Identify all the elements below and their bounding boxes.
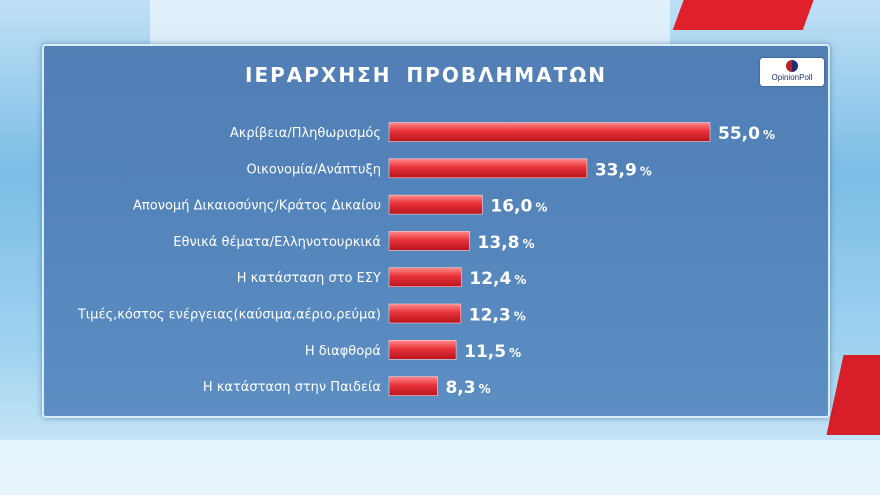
data-label-value: 13,8 (478, 233, 520, 253)
data-label-unit: % (514, 310, 526, 324)
bar (388, 339, 457, 360)
category-label: Οικονομία/Ανάπτυξη (247, 162, 381, 177)
category-label: Τιμές,κόστος ενέργειας(καύσιμα,αέριο,ρεύ… (77, 308, 381, 323)
chart-title: ΙΕΡΑΡΧΗΣΗ ΠΡΟΒΛΗΜΑΤΩΝ (245, 63, 608, 87)
category-label: Η κατάσταση στην Παιδεία (203, 380, 381, 395)
data-label: 33,9% (595, 160, 652, 180)
bar (388, 194, 483, 215)
data-label: 13,8% (478, 233, 535, 253)
data-label-value: 8,3 (445, 378, 475, 398)
category-label: Η κατάσταση στο ΕΣΥ (237, 271, 381, 286)
data-label-value: 12,3 (469, 306, 511, 326)
data-label-value: 55,0 (718, 124, 760, 144)
background-stripe (0, 440, 880, 495)
bar (388, 158, 588, 179)
data-label: 12,4% (469, 269, 526, 289)
opinionpoll-logo: OpinionPoll (760, 58, 824, 86)
logo-icon (786, 60, 798, 72)
data-label: 55,0% (718, 124, 775, 144)
bar (388, 267, 462, 288)
data-label-unit: % (535, 201, 547, 215)
data-label-unit: % (479, 382, 491, 396)
bar (388, 231, 470, 251)
data-label-value: 16,0 (490, 197, 532, 217)
data-label: 8,3% (445, 378, 490, 398)
data-label-value: 11,5 (464, 342, 506, 362)
data-label-value: 12,4 (469, 269, 511, 289)
category-label: Απονομή Δικαιοσύνης/Κράτος Δικαίου (133, 199, 381, 214)
data-label-unit: % (522, 237, 534, 251)
category-label: Η διαφθορά (305, 344, 381, 359)
data-label: 12,3% (469, 306, 526, 326)
bar (388, 303, 462, 324)
category-label: Εθνικά θέματα/Ελληνοτουρκικά (173, 235, 381, 250)
category-label: Ακρίβεια/Πληθωρισμός (230, 126, 381, 141)
data-label-unit: % (640, 164, 652, 178)
logo-text: OpinionPoll (771, 73, 813, 82)
data-label-value: 33,9 (595, 160, 637, 180)
data-label: 11,5% (464, 342, 521, 362)
background-stripe (150, 0, 670, 44)
data-label-unit: % (509, 346, 521, 360)
bar (388, 376, 438, 396)
data-label-unit: % (514, 273, 526, 287)
bar (388, 122, 711, 142)
data-label-unit: % (763, 128, 775, 142)
data-label: 16,0% (490, 197, 547, 217)
